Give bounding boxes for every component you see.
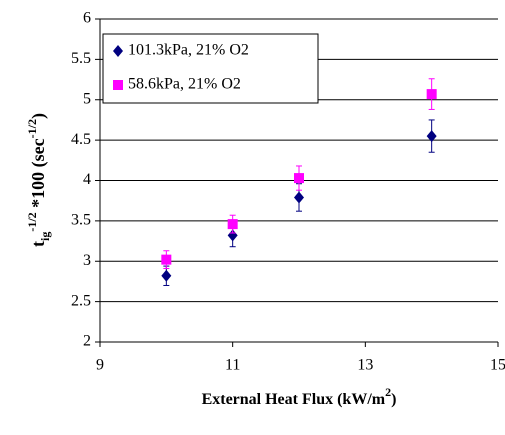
- point: [294, 173, 304, 184]
- legend-box: [102, 33, 319, 104]
- point: [161, 254, 172, 265]
- y-tick-label: 5.5: [71, 50, 91, 67]
- y-label-part: *100 (sec: [28, 138, 49, 212]
- point: [426, 89, 437, 100]
- x-tick-label: 15: [490, 357, 505, 374]
- y-label-part: t: [28, 241, 48, 247]
- x-tick-label: 11: [225, 357, 240, 374]
- x-label-part: External Heat Flux (kW/m: [202, 391, 386, 408]
- y-tick-label: 4: [83, 171, 91, 188]
- y-label-part: -1/2: [25, 119, 39, 138]
- x-axis-label: External Heat Flux (kW/m2): [202, 385, 397, 408]
- y-tick-label: 2: [83, 333, 91, 350]
- y-tick-label: 4.5: [71, 131, 91, 148]
- point: [294, 191, 304, 204]
- point: [161, 269, 172, 282]
- y-tick-label: 5: [83, 90, 91, 107]
- y-tick-label: 2.5: [71, 292, 91, 309]
- legend-marker: [113, 45, 123, 57]
- y-label-part: -1/2: [25, 212, 39, 231]
- y-label-part: ig: [38, 232, 52, 241]
- x-label-part: ): [391, 391, 396, 408]
- y-axis-label: tig-1/2 *100 (sec-1/2): [25, 113, 52, 247]
- x-label-part: 2: [385, 385, 391, 399]
- x-tick-label: 9: [96, 357, 104, 374]
- point: [426, 130, 437, 143]
- legend-label: 101.3kPa, 21% O2: [128, 42, 249, 59]
- point: [227, 219, 238, 230]
- y-tick-label: 6: [83, 10, 91, 27]
- x-tick-label: 13: [357, 357, 373, 374]
- y-tick-label: 3: [83, 252, 91, 269]
- y-label-part: ): [28, 113, 49, 119]
- y-tick-label: 3.5: [71, 212, 91, 229]
- point: [227, 229, 238, 242]
- legend-marker: [113, 80, 123, 90]
- legend-label: 58.6kPa, 21% O2: [128, 76, 241, 93]
